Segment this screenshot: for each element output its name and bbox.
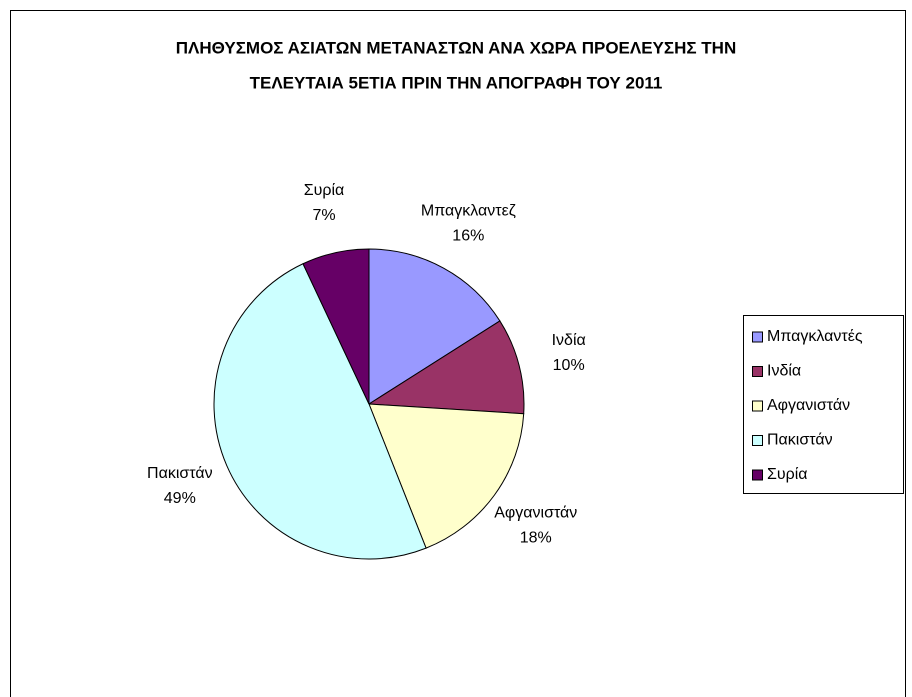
data-label-name: Ινδία [552,332,586,349]
data-label-value: 10% [553,357,585,374]
data-label-value: 7% [312,207,335,224]
legend [743,315,904,494]
pie-slice [213,263,427,560]
legend-swatch [752,366,763,377]
chart-title: ΠΛΗΘΥΣΜΟΣ ΑΣΙΑΤΩΝ ΜΕΤΑΝΑΣΤΩΝ ΑΝΑ ΧΩΡΑ ΠΡ… [176,38,737,57]
legend-label: Μπαγκλαντές [767,328,863,345]
pie-slice [302,248,370,405]
pie-slice [367,320,525,415]
data-label-value: 18% [520,529,552,546]
legend-swatch [752,435,763,446]
legend-label: Συρία [767,466,808,483]
legend-label: Πακιστάν [767,432,833,449]
legend-swatch [752,400,763,412]
legend-swatch [752,331,763,343]
data-label-name: Μπαγκλαντεζ [421,203,516,220]
pie-slice [368,248,501,405]
data-label-name: Συρία [304,182,345,199]
legend-label: Ινδία [767,363,801,380]
data-label-value: 16% [452,228,484,245]
legend-swatch [752,469,763,481]
data-label-name: Αφγανιστάν [494,504,577,521]
data-label-name: Πακιστάν [147,465,213,482]
chart-title: ΤΕΛΕΥΤΑΙΑ 5ΕΤΙΑ ΠΡΙΝ ΤΗΝ ΑΠΟΓΡΑΦΗ ΤΟΥ 20… [250,73,663,92]
data-label-value: 49% [164,490,196,507]
pie-slice [368,403,525,549]
legend-label: Αφγανιστάν [767,397,850,414]
